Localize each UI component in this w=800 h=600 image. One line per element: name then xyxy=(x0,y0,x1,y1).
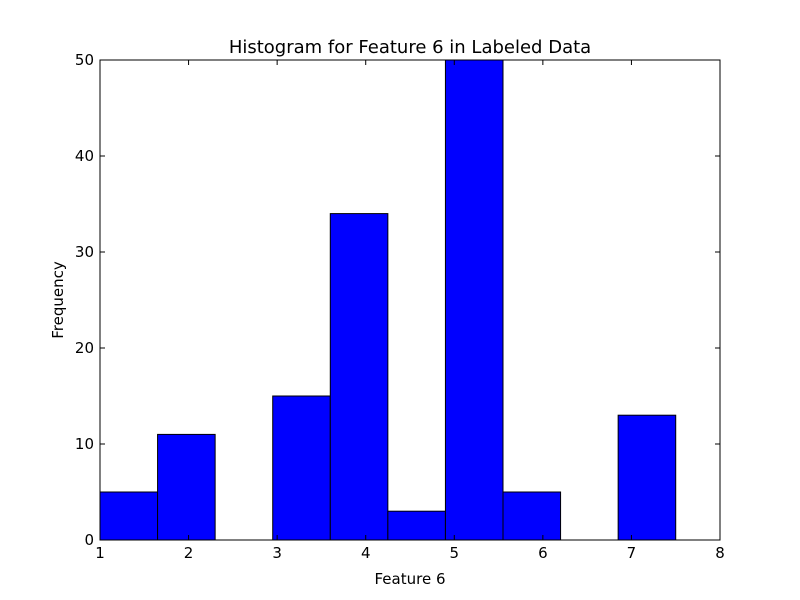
histogram-bar-8 xyxy=(502,491,562,541)
x-tick-label: 6 xyxy=(538,544,548,562)
x-axis-label: Feature 6 xyxy=(375,570,446,588)
plot-frame xyxy=(99,59,721,541)
x-tick-label: 4 xyxy=(361,544,371,562)
histogram-bar-5 xyxy=(329,213,389,541)
histogram-bar-7 xyxy=(444,59,504,541)
histogram-bar-2 xyxy=(157,433,216,541)
histogram-bar-1 xyxy=(99,491,159,541)
y-tick-label: 50 xyxy=(75,51,94,69)
histogram-bar-10 xyxy=(617,414,677,541)
bars-group xyxy=(99,59,677,541)
x-tick-label: 5 xyxy=(450,544,460,562)
x-tick-label: 7 xyxy=(627,544,637,562)
x-tick-label: 3 xyxy=(272,544,282,562)
y-tick-label: 10 xyxy=(75,435,94,453)
x-tick-label: 2 xyxy=(184,544,194,562)
chart-title: Histogram for Feature 6 in Labeled Data xyxy=(229,37,591,58)
x-tick-label: 8 xyxy=(715,544,725,562)
y-tick-label: 0 xyxy=(84,531,94,549)
y-axis-label: Frequency xyxy=(49,261,67,339)
ticks-group: 1 2 3 4 5 6 7 8 0 10 20 30 40 50 xyxy=(75,51,725,562)
histogram-bar-4 xyxy=(272,395,331,541)
y-tick-label: 20 xyxy=(75,339,94,357)
y-tick-label: 40 xyxy=(75,147,94,165)
y-tick-label: 30 xyxy=(75,243,94,261)
x-tick-label: 1 xyxy=(95,544,105,562)
histogram-bar-6 xyxy=(387,510,446,541)
